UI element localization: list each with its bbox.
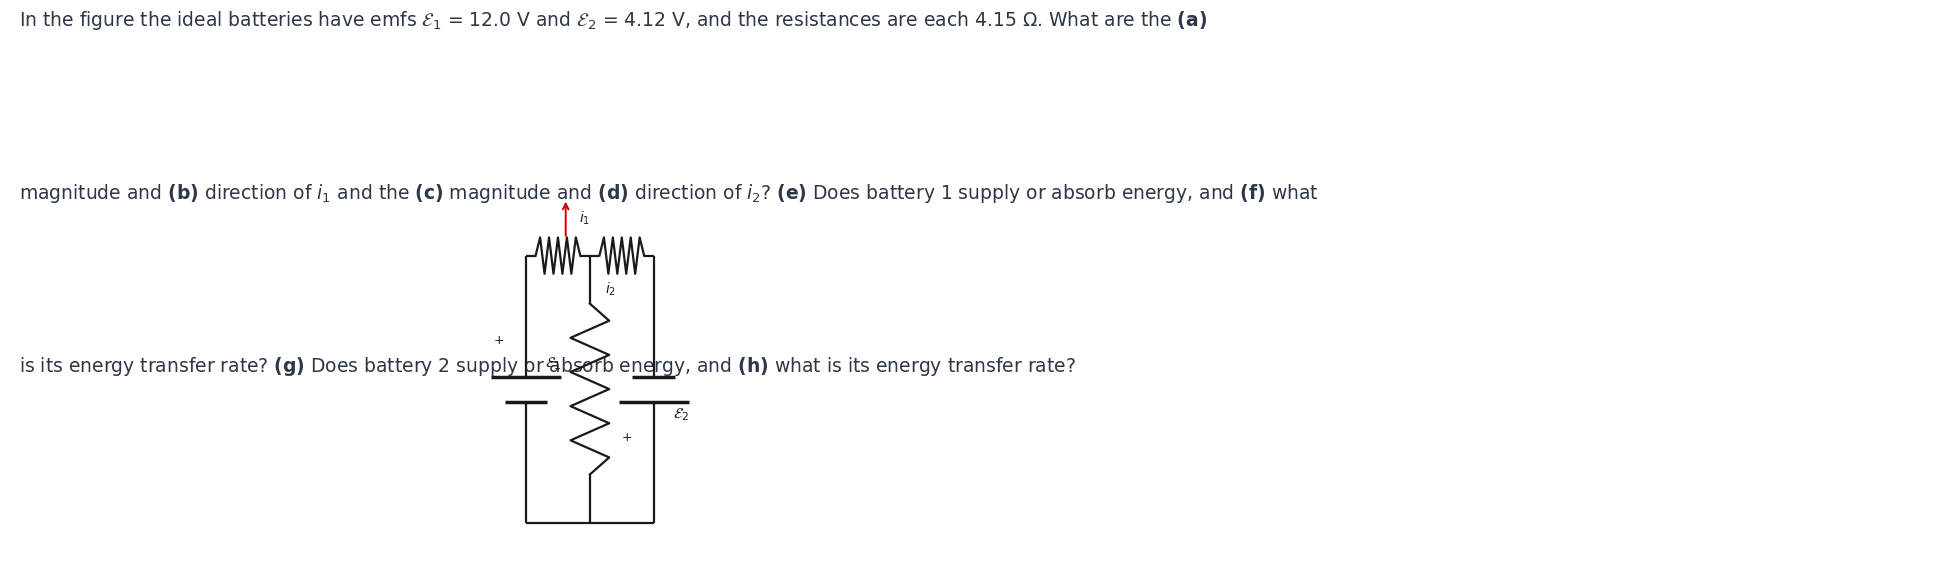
Text: magnitude and $\mathbf{(b)}$ direction of $i_1$ and the $\mathbf{(c)}$ magnitude: magnitude and $\mathbf{(b)}$ direction o… bbox=[19, 182, 1319, 204]
Text: $\mathcal{E}_2$: $\mathcal{E}_2$ bbox=[673, 406, 689, 423]
Text: $i_1$: $i_1$ bbox=[580, 210, 590, 227]
Text: +: + bbox=[621, 431, 632, 444]
Text: $i_2$: $i_2$ bbox=[605, 281, 617, 298]
Text: $\mathcal{E}_1$: $\mathcal{E}_1$ bbox=[545, 355, 561, 372]
Text: is its energy transfer rate? $\mathbf{(g)}$ Does battery 2 supply or absorb ener: is its energy transfer rate? $\mathbf{(g… bbox=[19, 355, 1075, 378]
Text: In the figure the ideal batteries have emfs $\mathcal{E}_1$ = 12.0 V and $\mathc: In the figure the ideal batteries have e… bbox=[19, 9, 1207, 31]
Text: +: + bbox=[493, 335, 505, 347]
